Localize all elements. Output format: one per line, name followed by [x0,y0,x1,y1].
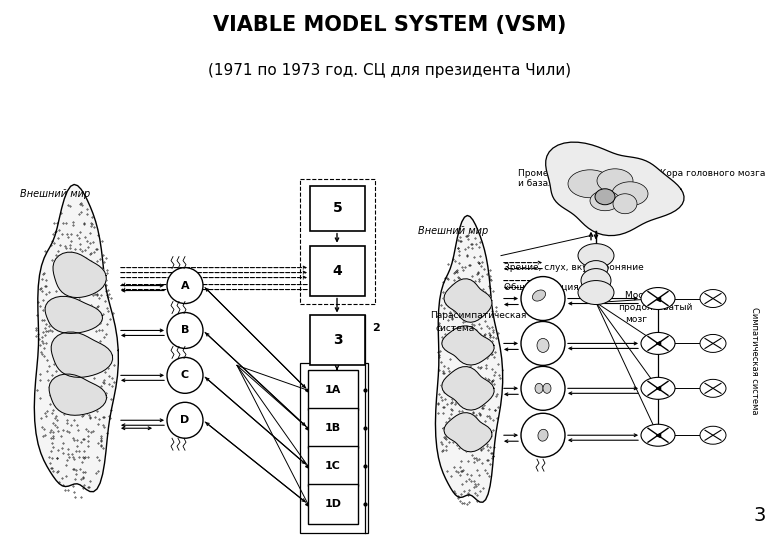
Bar [300,179,375,303]
Text: Мост и: Мост и [625,291,658,300]
Text: 1A: 1A [324,386,341,395]
Bar [308,370,358,410]
Text: A: A [181,281,190,291]
Circle shape [167,402,203,438]
Text: Парасимпатическая: Парасимпатическая [430,311,526,320]
Text: VIABLE MODEL SYSTEM (VSM): VIABLE MODEL SYSTEM (VSM) [213,15,567,35]
Text: D: D [180,415,190,426]
Ellipse shape [538,429,548,441]
Polygon shape [441,367,494,410]
Ellipse shape [584,261,608,276]
Text: C: C [181,370,189,380]
Text: 1D: 1D [324,499,342,509]
Text: Общая реакция: Общая реакция [504,283,579,292]
Polygon shape [441,326,494,365]
Ellipse shape [700,379,726,397]
Circle shape [521,321,565,366]
Text: 2: 2 [372,323,380,334]
Bar [308,446,358,486]
Text: Кора головного мозга: Кора головного мозга [660,169,765,178]
Circle shape [521,276,565,320]
Ellipse shape [641,377,675,399]
Text: мозг: мозг [625,315,647,324]
Bar [308,408,358,448]
Text: и базальные ядра: и базальные ядра [518,179,604,188]
Bar [308,484,358,524]
Ellipse shape [641,333,675,354]
Circle shape [167,313,203,348]
Circle shape [167,268,203,303]
Polygon shape [435,215,502,502]
Ellipse shape [568,170,612,198]
Circle shape [167,357,203,393]
Polygon shape [34,185,119,491]
Text: 3: 3 [333,333,342,347]
Ellipse shape [700,289,726,307]
Polygon shape [444,413,492,452]
Ellipse shape [590,191,620,211]
Polygon shape [51,332,112,377]
Ellipse shape [578,244,614,268]
Circle shape [521,366,565,410]
Text: Зрение, слух, вкус, обоняние: Зрение, слух, вкус, обоняние [504,263,644,272]
Ellipse shape [641,287,675,309]
Polygon shape [444,279,492,322]
Text: Симпатическая система: Симпатическая система [750,307,760,414]
Ellipse shape [613,194,637,214]
Text: Внешний мир: Внешний мир [418,226,488,235]
Bar [300,363,368,533]
Text: 1B: 1B [325,423,341,433]
Ellipse shape [612,182,648,206]
Ellipse shape [595,189,615,205]
Text: B: B [181,326,190,335]
Polygon shape [546,142,684,235]
Ellipse shape [700,426,726,444]
Bar [310,315,365,366]
Ellipse shape [578,281,614,305]
Ellipse shape [535,383,543,393]
Polygon shape [49,374,107,415]
Polygon shape [53,252,106,298]
Text: продолговатый: продолговатый [618,303,693,312]
Bar [310,186,365,231]
Text: 4: 4 [332,264,342,278]
Text: 1C: 1C [325,461,341,471]
Bar [310,246,365,295]
Text: 5: 5 [332,201,342,215]
Ellipse shape [543,383,551,393]
Text: (1971 по 1973 год. СЦ для президента Чили): (1971 по 1973 год. СЦ для президента Чил… [208,63,572,78]
Ellipse shape [581,268,611,293]
Ellipse shape [537,339,549,353]
Text: система: система [435,324,474,333]
Ellipse shape [533,290,545,301]
Ellipse shape [641,424,675,446]
Text: 3: 3 [753,506,766,525]
Text: Промежуточный мозг: Промежуточный мозг [518,169,622,178]
Circle shape [521,413,565,457]
Ellipse shape [700,334,726,353]
Polygon shape [45,296,102,334]
Ellipse shape [597,169,633,193]
Text: Внешний мир: Внешний мир [20,189,90,199]
